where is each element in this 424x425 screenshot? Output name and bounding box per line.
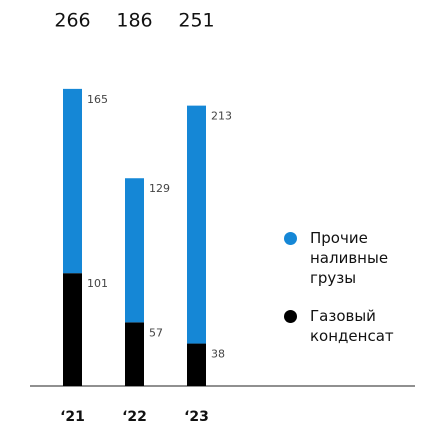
x-tick-label: ‘21: [60, 409, 85, 425]
value-label: 38: [211, 348, 225, 361]
value-label: 101: [87, 277, 108, 290]
legend-label: Прочие наливные грузы: [310, 229, 389, 287]
total-label: 251: [178, 10, 214, 32]
value-label: 57: [149, 326, 163, 339]
value-label: 213: [211, 110, 232, 123]
value-label: 165: [87, 93, 108, 106]
bar-segment: [187, 105, 206, 344]
bar-segment: [125, 178, 144, 323]
legend-label: Газовый конденсат: [310, 307, 394, 345]
bar-segment: [63, 273, 82, 386]
bar-segment: [187, 343, 206, 386]
legend-item: Прочие наливные грузы: [284, 228, 410, 288]
bar-segment: [63, 88, 82, 274]
x-tick-label: ‘22: [122, 409, 147, 425]
legend-swatch: [284, 310, 297, 323]
legend-swatch: [284, 232, 297, 245]
legend-item: Газовый конденсат: [284, 306, 410, 346]
bar-segment: [125, 322, 144, 386]
total-label: 186: [116, 10, 152, 32]
value-label: 129: [149, 182, 170, 195]
total-label: 266: [54, 10, 90, 32]
x-tick-label: ‘23: [184, 409, 209, 425]
